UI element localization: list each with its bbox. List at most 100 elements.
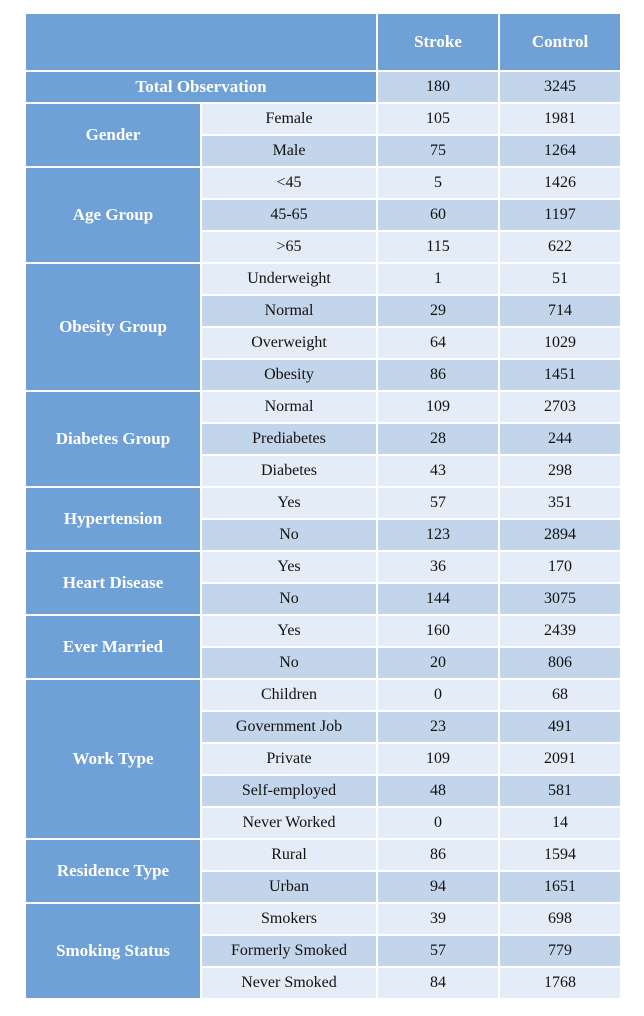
table-row: Overweight 64 1029 bbox=[25, 326, 622, 360]
stroke-value: 43 bbox=[376, 454, 500, 488]
table-row: Obesity Group Underweight 1 51 bbox=[24, 262, 622, 392]
stroke-value: 84 bbox=[376, 966, 500, 1000]
category-cell: >65 bbox=[200, 230, 378, 264]
stroke-value: 1 bbox=[376, 262, 500, 296]
stroke-value: 20 bbox=[376, 646, 500, 680]
table-row: Never Worked 0 14 bbox=[25, 806, 622, 840]
table-row: >65 115 622 bbox=[25, 230, 622, 264]
category-cell: Rural bbox=[200, 838, 378, 872]
control-value: 779 bbox=[498, 934, 622, 968]
header-row: Stroke Control bbox=[24, 12, 622, 72]
control-value: 2894 bbox=[498, 518, 622, 552]
group-label: Residence Type bbox=[24, 838, 202, 904]
control-value: 581 bbox=[498, 774, 622, 808]
table-row: No 20 806 bbox=[25, 646, 622, 680]
category-cell: Female bbox=[200, 102, 378, 136]
total-control: 3245 bbox=[498, 70, 622, 104]
table-row: 45-65 60 1197 bbox=[25, 198, 622, 232]
stroke-value: 109 bbox=[376, 390, 500, 424]
stroke-value: 60 bbox=[376, 198, 500, 232]
control-value: 491 bbox=[498, 710, 622, 744]
stroke-value: 28 bbox=[376, 422, 500, 456]
category-cell: Normal bbox=[200, 390, 378, 424]
control-value: 1981 bbox=[498, 102, 622, 136]
table-row: Hypertension Yes 57 351 bbox=[24, 486, 622, 552]
group-label: Smoking Status bbox=[24, 902, 202, 1000]
control-value: 1651 bbox=[498, 870, 622, 904]
table-row: No 123 2894 bbox=[25, 518, 622, 552]
control-value: 14 bbox=[498, 806, 622, 840]
control-value: 698 bbox=[498, 902, 622, 936]
category-cell: No bbox=[200, 646, 378, 680]
total-stroke: 180 bbox=[376, 70, 500, 104]
category-cell: No bbox=[200, 518, 378, 552]
table-row: Age Group <45 5 1426 bbox=[24, 166, 622, 264]
category-cell: Children bbox=[200, 678, 378, 712]
control-value: 3075 bbox=[498, 582, 622, 616]
control-value: 2439 bbox=[498, 614, 622, 648]
stroke-value: 23 bbox=[376, 710, 500, 744]
category-cell: Self-employed bbox=[200, 774, 378, 808]
stroke-value: 39 bbox=[376, 902, 500, 936]
stroke-value: 36 bbox=[376, 550, 500, 584]
category-cell: Normal bbox=[200, 294, 378, 328]
control-value: 714 bbox=[498, 294, 622, 328]
category-cell: Underweight bbox=[200, 262, 378, 296]
category-cell: Smokers bbox=[200, 902, 378, 936]
stroke-value: 105 bbox=[376, 102, 500, 136]
category-cell: Government Job bbox=[200, 710, 378, 744]
stroke-value: 115 bbox=[376, 230, 500, 264]
stroke-value: 123 bbox=[376, 518, 500, 552]
category-cell: Private bbox=[200, 742, 378, 776]
table-row: Diabetes 43 298 bbox=[25, 454, 622, 488]
stroke-data-table: Stroke Control Total Observation 180 324… bbox=[24, 12, 622, 1000]
category-cell: Yes bbox=[200, 614, 378, 648]
stroke-value: 109 bbox=[376, 742, 500, 776]
control-value: 2703 bbox=[498, 390, 622, 424]
table-row: Gender Female 105 1981 bbox=[24, 102, 622, 168]
table-row: Ever Married Yes 160 2439 bbox=[24, 614, 622, 680]
control-value: 298 bbox=[498, 454, 622, 488]
group-label: Work Type bbox=[24, 678, 202, 840]
stroke-value: 48 bbox=[376, 774, 500, 808]
stroke-value: 86 bbox=[376, 838, 500, 872]
category-cell: Obesity bbox=[200, 358, 378, 392]
control-value: 1768 bbox=[498, 966, 622, 1000]
category-cell: No bbox=[200, 582, 378, 616]
category-cell: Overweight bbox=[200, 326, 378, 360]
table-row: Diabetes Group Normal 109 2703 bbox=[24, 390, 622, 488]
stroke-value: 144 bbox=[376, 582, 500, 616]
table-row: No 144 3075 bbox=[25, 582, 622, 616]
table-row: Never Smoked 84 1768 bbox=[25, 966, 622, 1000]
category-cell: <45 bbox=[200, 166, 378, 200]
group-label: Heart Disease bbox=[24, 550, 202, 616]
stroke-value: 0 bbox=[376, 806, 500, 840]
category-cell: Male bbox=[200, 134, 378, 168]
control-column-header: Control bbox=[498, 12, 622, 72]
stroke-value: 5 bbox=[376, 166, 500, 200]
table-row: Residence Type Rural 86 1594 bbox=[24, 838, 622, 904]
category-cell: Diabetes bbox=[200, 454, 378, 488]
category-cell: 45-65 bbox=[200, 198, 378, 232]
table-row: Normal 29 714 bbox=[25, 294, 622, 328]
category-cell: Prediabetes bbox=[200, 422, 378, 456]
stroke-value: 75 bbox=[376, 134, 500, 168]
table-row: Work Type Children 0 68 bbox=[24, 678, 622, 840]
control-value: 806 bbox=[498, 646, 622, 680]
category-cell: Urban bbox=[200, 870, 378, 904]
group-label: Diabetes Group bbox=[24, 390, 202, 488]
group-label: Ever Married bbox=[24, 614, 202, 680]
category-cell: Never Worked bbox=[200, 806, 378, 840]
group-label: Hypertension bbox=[24, 486, 202, 552]
stroke-value: 86 bbox=[376, 358, 500, 392]
table-row: Heart Disease Yes 36 170 bbox=[24, 550, 622, 616]
stroke-value: 29 bbox=[376, 294, 500, 328]
stroke-value: 57 bbox=[376, 934, 500, 968]
control-value: 622 bbox=[498, 230, 622, 264]
control-value: 2091 bbox=[498, 742, 622, 776]
control-value: 68 bbox=[498, 678, 622, 712]
table-row: Smoking Status Smokers 39 698 bbox=[24, 902, 622, 1000]
group-label: Age Group bbox=[24, 166, 202, 264]
table-row: Formerly Smoked 57 779 bbox=[25, 934, 622, 968]
stroke-value: 94 bbox=[376, 870, 500, 904]
